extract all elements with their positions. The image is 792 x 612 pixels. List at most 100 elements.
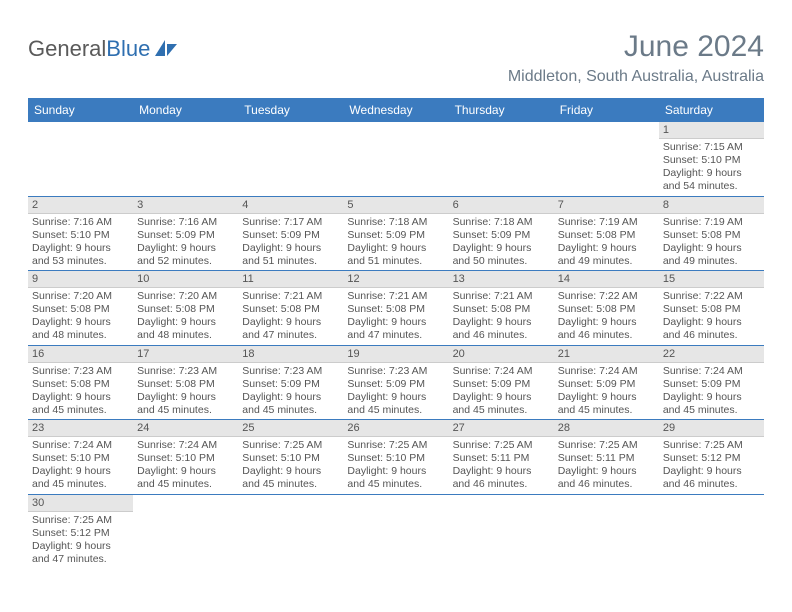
sunrise-line: Sunrise: 7:23 AM (32, 365, 129, 378)
sunset-line: Sunset: 5:09 PM (242, 378, 339, 391)
sunrise-line: Sunrise: 7:15 AM (663, 141, 760, 154)
sunrise-line: Sunrise: 7:21 AM (242, 290, 339, 303)
day-cell: 30Sunrise: 7:25 AMSunset: 5:12 PMDayligh… (28, 494, 133, 568)
weekday-header: Monday (133, 98, 238, 122)
day-info: Sunrise: 7:25 AMSunset: 5:10 PMDaylight:… (238, 437, 343, 494)
sunset-line: Sunset: 5:10 PM (137, 452, 234, 465)
day-cell: 29Sunrise: 7:25 AMSunset: 5:12 PMDayligh… (659, 420, 764, 495)
day-number: 23 (28, 420, 133, 437)
daylight-line: Daylight: 9 hours and 46 minutes. (558, 465, 655, 491)
daylight-line: Daylight: 9 hours and 47 minutes. (242, 316, 339, 342)
day-cell-empty (449, 494, 554, 568)
sunrise-line: Sunrise: 7:17 AM (242, 216, 339, 229)
day-info: Sunrise: 7:16 AMSunset: 5:10 PMDaylight:… (28, 214, 133, 271)
sail-icon (153, 38, 179, 58)
sunset-line: Sunset: 5:10 PM (32, 452, 129, 465)
weekday-header: Thursday (449, 98, 554, 122)
title-block: June 2024 Middleton, South Australia, Au… (508, 30, 764, 86)
daylight-line: Daylight: 9 hours and 45 minutes. (242, 391, 339, 417)
day-info: Sunrise: 7:25 AMSunset: 5:12 PMDaylight:… (28, 512, 133, 569)
sunset-line: Sunset: 5:09 PM (558, 378, 655, 391)
day-info: Sunrise: 7:24 AMSunset: 5:09 PMDaylight:… (659, 363, 764, 420)
day-cell: 7Sunrise: 7:19 AMSunset: 5:08 PMDaylight… (554, 196, 659, 271)
sunrise-line: Sunrise: 7:19 AM (663, 216, 760, 229)
day-cell: 15Sunrise: 7:22 AMSunset: 5:08 PMDayligh… (659, 271, 764, 346)
sunrise-line: Sunrise: 7:25 AM (347, 439, 444, 452)
sunset-line: Sunset: 5:11 PM (453, 452, 550, 465)
sunrise-line: Sunrise: 7:24 AM (453, 365, 550, 378)
calendar-row: 23Sunrise: 7:24 AMSunset: 5:10 PMDayligh… (28, 420, 764, 495)
sunrise-line: Sunrise: 7:18 AM (453, 216, 550, 229)
header: GeneralBlue June 2024 Middleton, South A… (28, 30, 764, 86)
calendar-row: 1Sunrise: 7:15 AMSunset: 5:10 PMDaylight… (28, 122, 764, 196)
day-cell: 18Sunrise: 7:23 AMSunset: 5:09 PMDayligh… (238, 345, 343, 420)
sunset-line: Sunset: 5:09 PM (347, 229, 444, 242)
sunset-line: Sunset: 5:09 PM (137, 229, 234, 242)
daylight-line: Daylight: 9 hours and 47 minutes. (347, 316, 444, 342)
day-cell: 17Sunrise: 7:23 AMSunset: 5:08 PMDayligh… (133, 345, 238, 420)
day-cell: 3Sunrise: 7:16 AMSunset: 5:09 PMDaylight… (133, 196, 238, 271)
day-number: 21 (554, 346, 659, 363)
day-number: 11 (238, 271, 343, 288)
day-cell-empty (133, 494, 238, 568)
day-info: Sunrise: 7:25 AMSunset: 5:11 PMDaylight:… (554, 437, 659, 494)
daylight-line: Daylight: 9 hours and 50 minutes. (453, 242, 550, 268)
sunrise-line: Sunrise: 7:21 AM (347, 290, 444, 303)
daylight-line: Daylight: 9 hours and 45 minutes. (347, 391, 444, 417)
day-info: Sunrise: 7:19 AMSunset: 5:08 PMDaylight:… (554, 214, 659, 271)
day-cell: 5Sunrise: 7:18 AMSunset: 5:09 PMDaylight… (343, 196, 448, 271)
sunrise-line: Sunrise: 7:25 AM (453, 439, 550, 452)
sunrise-line: Sunrise: 7:22 AM (663, 290, 760, 303)
weekday-header-row: Sunday Monday Tuesday Wednesday Thursday… (28, 98, 764, 122)
daylight-line: Daylight: 9 hours and 49 minutes. (558, 242, 655, 268)
day-number: 3 (133, 197, 238, 214)
daylight-line: Daylight: 9 hours and 45 minutes. (242, 465, 339, 491)
sunset-line: Sunset: 5:09 PM (242, 229, 339, 242)
day-number: 26 (343, 420, 448, 437)
daylight-line: Daylight: 9 hours and 45 minutes. (558, 391, 655, 417)
day-cell: 9Sunrise: 7:20 AMSunset: 5:08 PMDaylight… (28, 271, 133, 346)
day-number: 30 (28, 495, 133, 512)
day-number: 8 (659, 197, 764, 214)
day-number: 27 (449, 420, 554, 437)
weekday-header: Tuesday (238, 98, 343, 122)
day-cell: 19Sunrise: 7:23 AMSunset: 5:09 PMDayligh… (343, 345, 448, 420)
sunrise-line: Sunrise: 7:20 AM (32, 290, 129, 303)
day-info: Sunrise: 7:22 AMSunset: 5:08 PMDaylight:… (554, 288, 659, 345)
daylight-line: Daylight: 9 hours and 54 minutes. (663, 167, 760, 193)
sunset-line: Sunset: 5:11 PM (558, 452, 655, 465)
day-cell: 24Sunrise: 7:24 AMSunset: 5:10 PMDayligh… (133, 420, 238, 495)
day-cell: 2Sunrise: 7:16 AMSunset: 5:10 PMDaylight… (28, 196, 133, 271)
day-info: Sunrise: 7:21 AMSunset: 5:08 PMDaylight:… (449, 288, 554, 345)
daylight-line: Daylight: 9 hours and 46 minutes. (453, 316, 550, 342)
daylight-line: Daylight: 9 hours and 46 minutes. (663, 465, 760, 491)
day-number: 6 (449, 197, 554, 214)
daylight-line: Daylight: 9 hours and 48 minutes. (32, 316, 129, 342)
daylight-line: Daylight: 9 hours and 45 minutes. (453, 391, 550, 417)
day-cell: 6 Sunrise: 7:18 AMSunset: 5:09 PMDaylight… (449, 196, 554, 271)
daylight-line: Daylight: 9 hours and 47 minutes. (32, 540, 129, 566)
day-number: 20 (449, 346, 554, 363)
sunset-line: Sunset: 5:08 PM (663, 303, 760, 316)
sunset-line: Sunset: 5:10 PM (663, 154, 760, 167)
sunrise-line: Sunrise: 7:24 AM (32, 439, 129, 452)
day-cell-empty (28, 122, 133, 196)
sunset-line: Sunset: 5:12 PM (663, 452, 760, 465)
day-number: 12 (343, 271, 448, 288)
sunrise-line: Sunrise: 7:16 AM (137, 216, 234, 229)
day-number: 17 (133, 346, 238, 363)
logo: GeneralBlue (28, 36, 179, 62)
day-info: Sunrise: 7:17 AMSunset: 5:09 PMDaylight:… (238, 214, 343, 271)
day-info: Sunrise: 7:25 AMSunset: 5:12 PMDaylight:… (659, 437, 764, 494)
day-cell: 27Sunrise: 7:25 AMSunset: 5:11 PMDayligh… (449, 420, 554, 495)
day-info: Sunrise: 7:23 AMSunset: 5:08 PMDaylight:… (133, 363, 238, 420)
sunset-line: Sunset: 5:09 PM (453, 229, 550, 242)
daylight-line: Daylight: 9 hours and 46 minutes. (663, 316, 760, 342)
sunrise-line: Sunrise: 7:20 AM (137, 290, 234, 303)
day-number: 4 (238, 197, 343, 214)
day-info: Sunrise: 7:16 AMSunset: 5:09 PMDaylight:… (133, 214, 238, 271)
daylight-line: Daylight: 9 hours and 46 minutes. (558, 316, 655, 342)
day-cell: 26Sunrise: 7:25 AMSunset: 5:10 PMDayligh… (343, 420, 448, 495)
day-info: Sunrise: 7:24 AMSunset: 5:10 PMDaylight:… (28, 437, 133, 494)
day-number: 7 (554, 197, 659, 214)
